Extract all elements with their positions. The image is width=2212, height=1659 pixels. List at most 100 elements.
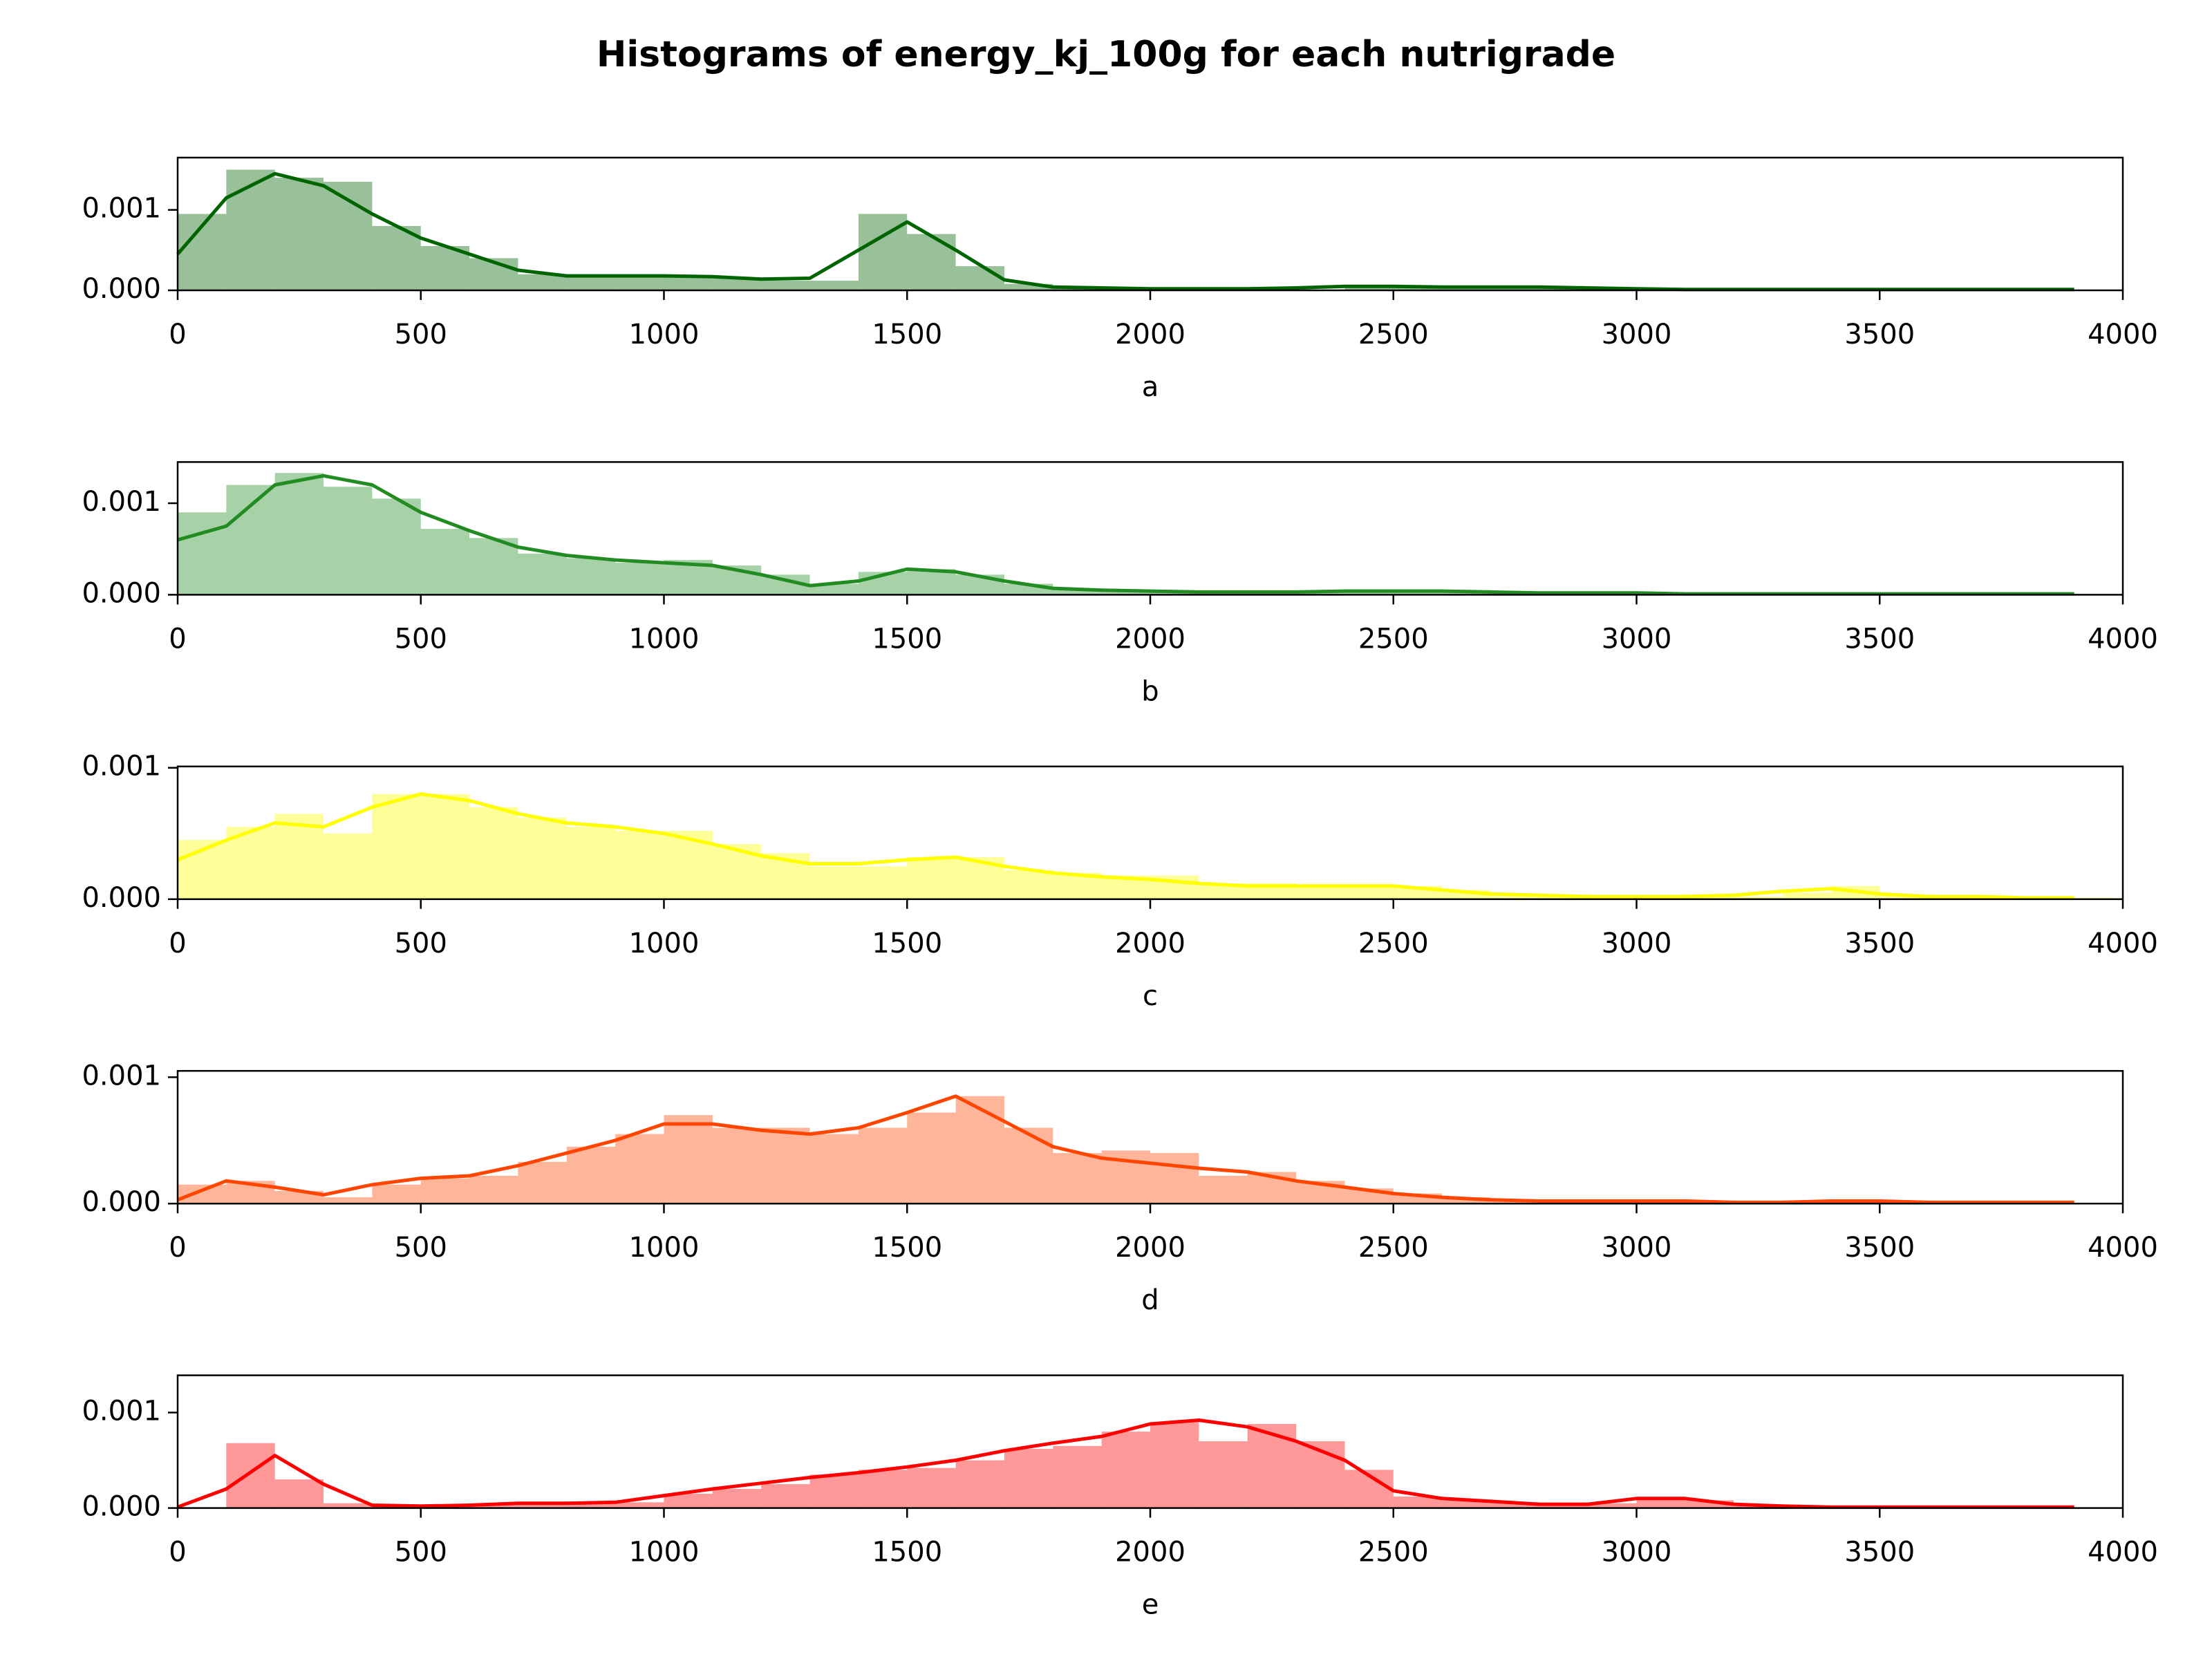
histogram-bar — [1199, 883, 1248, 899]
x-tick-label: 500 — [395, 1537, 447, 1568]
histogram-bar — [809, 866, 859, 899]
histogram-bar — [1101, 590, 1150, 595]
histogram-bar — [809, 281, 859, 290]
histogram-bar — [1734, 1506, 1783, 1508]
x-tick-label: 2000 — [1115, 928, 1185, 959]
x-tick-label: 1500 — [872, 1232, 942, 1264]
y-tick-label: 0.000 — [82, 577, 161, 609]
histogram-bar — [907, 1468, 956, 1508]
histogram-bar — [178, 1184, 227, 1204]
histogram-bar — [809, 1474, 859, 1508]
x-tick-label: 1500 — [872, 319, 942, 350]
histogram-bar — [615, 563, 664, 595]
x-tick-label: 3000 — [1602, 928, 1672, 959]
x-axis-label: b — [1141, 675, 1159, 707]
x-tick-label: 500 — [395, 928, 447, 959]
x-axis-label: e — [1142, 1589, 1159, 1621]
y-tick-label: 0.001 — [82, 193, 161, 225]
y-tick-label: 0.000 — [82, 1186, 161, 1218]
histogram-bar — [615, 1502, 664, 1508]
histogram-bar — [1490, 894, 1539, 899]
x-tick-label: 3500 — [1844, 1537, 1915, 1568]
histogram-bar — [1199, 1441, 1248, 1508]
x-tick-label: 4000 — [2088, 1232, 2158, 1264]
histogram-bar — [907, 569, 956, 595]
x-tick-label: 3000 — [1602, 623, 1672, 655]
histogram-bar — [1782, 892, 1831, 899]
histogram-bar — [469, 1175, 518, 1204]
histogram-bar — [324, 1197, 373, 1204]
x-tick-label: 4000 — [2088, 623, 2158, 655]
histogram-bar — [274, 1479, 324, 1508]
x-tick-label: 3000 — [1602, 319, 1672, 350]
histogram-bar — [858, 1127, 908, 1204]
kde-line — [177, 474, 2074, 596]
histogram-bar — [469, 1505, 518, 1508]
x-tick-label: 2500 — [1358, 623, 1429, 655]
histogram-bar — [372, 225, 421, 290]
y-tick-label: 0.000 — [82, 273, 161, 305]
histogram-bar — [712, 278, 762, 290]
kde-line — [177, 792, 2074, 900]
histogram-bar — [615, 830, 664, 899]
histogram-bar — [955, 1460, 1004, 1508]
histogram-bar — [1004, 1127, 1053, 1204]
x-tick-label: 3500 — [1844, 623, 1915, 655]
histogram-bar — [712, 1127, 762, 1204]
histogram-bar — [372, 1184, 421, 1204]
histogram-bar — [761, 281, 810, 290]
histogram-bar — [274, 178, 324, 290]
histogram-bar — [1150, 1422, 1199, 1508]
x-tick-label: 500 — [395, 1232, 447, 1264]
x-tick-label: 2000 — [1115, 1537, 1185, 1568]
histogram-bar — [274, 814, 324, 899]
x-tick-label: 1000 — [629, 623, 700, 655]
histogram-bar — [1685, 1500, 1734, 1508]
histogram-bar — [1636, 1498, 1685, 1508]
kde-line — [177, 1418, 2074, 1509]
x-tick-label: 3000 — [1602, 1537, 1672, 1568]
histogram-bar — [1150, 1153, 1199, 1204]
x-tick-label: 0 — [169, 1537, 186, 1568]
histogram-bar — [1442, 1500, 1491, 1508]
histogram-bar — [907, 856, 956, 899]
histogram-bar — [858, 1470, 908, 1508]
histogram-bar — [1393, 1497, 1443, 1508]
x-tick-label: 3500 — [1844, 319, 1915, 350]
histogram-bar — [274, 473, 324, 595]
histogram-bar — [955, 266, 1004, 290]
x-tick-label: 4000 — [2088, 928, 2158, 959]
x-tick-label: 1000 — [629, 1232, 700, 1264]
x-tick-label: 0 — [169, 928, 186, 959]
histogram-bar — [420, 246, 470, 290]
x-tick-label: 2000 — [1115, 319, 1185, 350]
histogram-bar — [1588, 1503, 1637, 1508]
histogram-bar — [1053, 1153, 1102, 1204]
histogram-bar — [761, 1127, 810, 1204]
histogram-bar — [1539, 1505, 1588, 1508]
histogram-bar — [178, 512, 227, 595]
histogram-bar — [469, 807, 518, 899]
x-axis-label: c — [1143, 980, 1158, 1012]
histogram-bar — [1199, 1175, 1248, 1204]
histogram-bar — [226, 1443, 275, 1508]
histogram-bar — [1685, 896, 1734, 899]
x-tick-label: 2500 — [1358, 928, 1429, 959]
histogram-bar — [1053, 1445, 1102, 1508]
x-tick-label: 2500 — [1358, 1537, 1429, 1568]
x-tick-label: 2000 — [1115, 1232, 1185, 1264]
x-tick-label: 1500 — [872, 1537, 942, 1568]
histogram-bar — [566, 276, 616, 290]
x-tick-label: 2500 — [1358, 319, 1429, 350]
histogram-bar — [809, 1134, 859, 1204]
x-tick-label: 1000 — [629, 928, 700, 959]
histogram-bar — [1004, 283, 1053, 290]
histogram-bar — [566, 1146, 616, 1204]
histogram-bar — [372, 498, 421, 595]
histogram-bar — [1053, 589, 1102, 595]
x-tick-label: 2500 — [1358, 1232, 1429, 1264]
histogram-bar — [809, 583, 859, 595]
histogram-bar — [858, 866, 908, 899]
x-axis-label: d — [1141, 1284, 1159, 1316]
